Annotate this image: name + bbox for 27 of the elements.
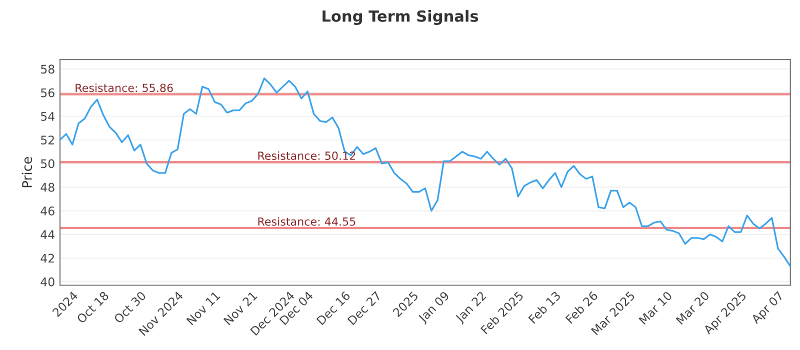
y-tick-label: 46 <box>40 206 54 216</box>
y-tick-label: 42 <box>40 254 54 263</box>
y-tick-label: 54 <box>41 112 54 121</box>
ref-line-label: Resistance: 44.55 <box>258 217 356 226</box>
x-tick-label: Oct 30 <box>113 290 146 324</box>
x-tick-label: Mar 10 <box>638 290 673 325</box>
x-tick-label: Feb 13 <box>528 290 561 324</box>
ref-line-label: Resistance: 55.86 <box>76 83 173 92</box>
x-tick-label: Jan 22 <box>454 291 488 325</box>
x-tick-label: Apr 07 <box>750 290 786 326</box>
y-tick-label: 40 <box>40 277 54 286</box>
y-tick-label: 48 <box>40 182 54 192</box>
y-tick-label: 50 <box>41 159 54 168</box>
y-tick-label: 58 <box>41 64 54 74</box>
x-tick-label: Nov 11 <box>186 291 220 326</box>
x-tick-label: Oct 18 <box>76 290 110 324</box>
x-tick-label: Feb 26 <box>565 290 598 324</box>
ref-line-label: Resistance: 50.12 <box>258 151 356 160</box>
y-tick-label: 44 <box>40 230 54 239</box>
y-tick-label: 56 <box>41 88 54 98</box>
x-tick-label: Jan 09 <box>417 290 452 325</box>
x-tick-label: Mar 20 <box>676 290 710 325</box>
line-series <box>60 78 790 268</box>
x-tick-label: Nov 21 <box>223 291 258 326</box>
chart-title: Long Term Signals <box>322 10 478 25</box>
y-tick-label: 52 <box>41 136 54 145</box>
y-axis-title: Price <box>22 156 32 188</box>
